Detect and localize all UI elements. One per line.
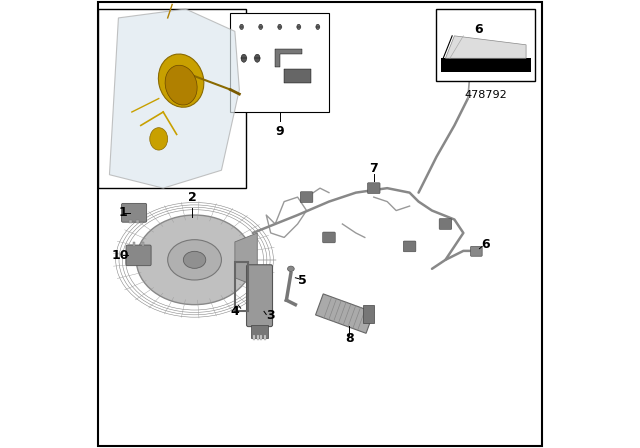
Bar — [235, 262, 248, 311]
FancyBboxPatch shape — [439, 219, 452, 229]
Bar — [230, 13, 329, 112]
Text: 10: 10 — [112, 249, 129, 262]
Text: 2: 2 — [188, 190, 196, 204]
FancyBboxPatch shape — [463, 45, 476, 55]
Polygon shape — [235, 233, 257, 287]
Ellipse shape — [165, 65, 197, 105]
Ellipse shape — [259, 24, 262, 30]
Text: 8: 8 — [345, 332, 353, 345]
Polygon shape — [445, 36, 526, 58]
Bar — [99, 9, 246, 188]
Text: 5: 5 — [298, 273, 307, 287]
Polygon shape — [363, 305, 374, 323]
FancyBboxPatch shape — [470, 246, 482, 256]
Text: 7: 7 — [369, 161, 378, 175]
Ellipse shape — [255, 54, 260, 62]
FancyBboxPatch shape — [122, 203, 147, 222]
Text: 6: 6 — [481, 237, 490, 251]
Polygon shape — [275, 49, 302, 67]
Ellipse shape — [316, 24, 319, 30]
Ellipse shape — [158, 54, 204, 107]
Bar — [257, 335, 259, 340]
FancyBboxPatch shape — [403, 241, 416, 252]
Bar — [253, 335, 255, 340]
Bar — [260, 335, 262, 340]
Text: 4: 4 — [230, 305, 239, 318]
Ellipse shape — [168, 240, 221, 280]
Bar — [264, 335, 266, 340]
Bar — [136, 220, 139, 223]
Ellipse shape — [240, 24, 243, 30]
Bar — [129, 220, 132, 223]
Bar — [436, 9, 535, 81]
Ellipse shape — [150, 128, 168, 150]
Ellipse shape — [136, 215, 253, 305]
Polygon shape — [316, 294, 374, 333]
FancyBboxPatch shape — [300, 192, 313, 202]
FancyBboxPatch shape — [126, 245, 151, 266]
Bar — [441, 58, 531, 72]
Bar — [132, 242, 136, 246]
FancyBboxPatch shape — [323, 232, 335, 243]
Ellipse shape — [278, 24, 282, 30]
Text: 3: 3 — [266, 309, 275, 323]
Text: 6: 6 — [475, 22, 483, 36]
Ellipse shape — [287, 266, 294, 271]
Text: 1: 1 — [118, 206, 127, 220]
FancyBboxPatch shape — [246, 265, 273, 327]
Polygon shape — [109, 9, 239, 188]
Bar — [252, 325, 268, 338]
Text: 478792: 478792 — [465, 90, 507, 99]
Ellipse shape — [184, 251, 206, 268]
Text: 9: 9 — [275, 125, 284, 138]
Polygon shape — [284, 69, 311, 83]
Bar — [141, 242, 145, 246]
FancyBboxPatch shape — [367, 183, 380, 194]
Ellipse shape — [241, 54, 246, 62]
Ellipse shape — [297, 24, 301, 30]
